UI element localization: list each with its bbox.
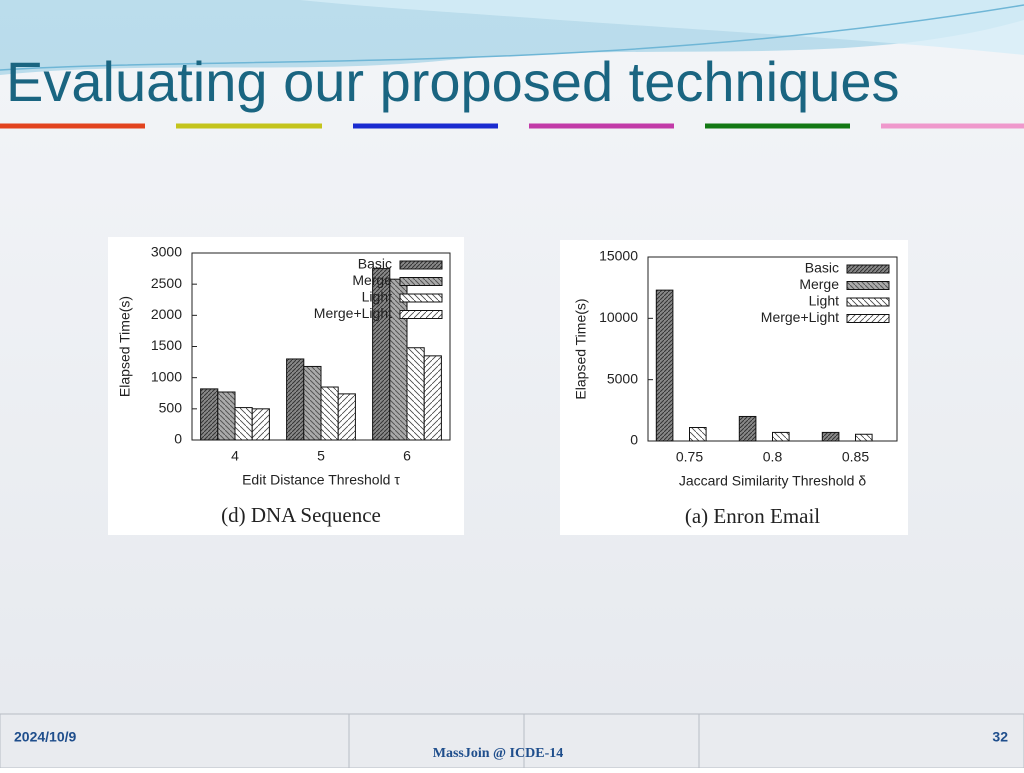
y-tick-label: 2500 bbox=[151, 275, 182, 291]
legend-swatch bbox=[846, 281, 890, 290]
legend-label: Light bbox=[809, 293, 839, 309]
y-axis-label: Elapsed Time(s) bbox=[117, 296, 133, 397]
bar bbox=[772, 431, 790, 442]
x-tick-label: 0.75 bbox=[676, 449, 703, 465]
legend-swatch bbox=[399, 310, 443, 319]
legend-label: Merge+Light bbox=[314, 305, 392, 321]
legend-label: Merge+Light bbox=[761, 309, 839, 325]
y-tick-label: 3000 bbox=[151, 244, 182, 260]
x-tick-label: 0.85 bbox=[842, 449, 869, 465]
bar bbox=[251, 408, 270, 441]
y-tick-label: 10000 bbox=[599, 309, 638, 325]
bar bbox=[738, 415, 757, 442]
y-axis-label: Elapsed Time(s) bbox=[573, 298, 589, 399]
bar bbox=[286, 358, 305, 441]
footer-date: 2024/10/9 bbox=[14, 729, 76, 745]
wave bbox=[300, 0, 1024, 55]
x-tick-label: 0.8 bbox=[763, 449, 783, 465]
x-tick-label: 4 bbox=[231, 448, 239, 464]
x-tick-label: 6 bbox=[403, 448, 411, 464]
legend-swatch bbox=[399, 293, 443, 303]
page-number: 32 bbox=[992, 729, 1008, 745]
bar bbox=[406, 347, 425, 441]
bar bbox=[423, 355, 442, 441]
x-axis-label: Edit Distance Threshold τ bbox=[242, 472, 400, 488]
slide-title: Evaluating our proposed techniques bbox=[6, 50, 900, 113]
chart-caption: (d) DNA Sequence bbox=[221, 503, 381, 527]
x-axis-label: Jaccard Similarity Threshold δ bbox=[679, 473, 866, 489]
y-tick-label: 15000 bbox=[599, 248, 638, 264]
legend-label: Merge bbox=[799, 276, 839, 292]
y-tick-label: 1000 bbox=[151, 368, 182, 384]
y-tick-label: 2000 bbox=[151, 306, 182, 322]
legend-swatch bbox=[399, 260, 443, 270]
legend-swatch bbox=[399, 277, 443, 286]
legend-label: Merge bbox=[352, 272, 392, 288]
bar bbox=[855, 433, 873, 442]
bar bbox=[234, 407, 253, 441]
bar bbox=[821, 431, 840, 442]
bar bbox=[389, 278, 408, 441]
legend-label: Light bbox=[362, 289, 392, 305]
x-tick-label: 5 bbox=[317, 448, 325, 464]
bar bbox=[320, 386, 339, 441]
y-tick-label: 0 bbox=[630, 432, 638, 448]
bar bbox=[303, 365, 322, 441]
legend-swatch bbox=[846, 297, 890, 307]
legend-label: Basic bbox=[805, 260, 839, 276]
bar bbox=[655, 289, 674, 442]
bar bbox=[200, 388, 219, 441]
wave-line bbox=[0, 4, 1024, 71]
chart-caption: (a) Enron Email bbox=[685, 504, 820, 528]
legend-label: Basic bbox=[358, 256, 392, 272]
bar bbox=[689, 427, 707, 442]
y-tick-label: 500 bbox=[159, 400, 183, 416]
bar bbox=[337, 393, 356, 441]
footer: 2024/10/9 MassJoin @ ICDE-14 32 bbox=[0, 713, 1024, 769]
y-tick-label: 1500 bbox=[151, 337, 182, 353]
y-tick-label: 5000 bbox=[607, 370, 638, 386]
bar bbox=[217, 391, 236, 441]
legend-swatch bbox=[846, 314, 890, 323]
footer-center: MassJoin @ ICDE-14 bbox=[433, 746, 563, 761]
legend-swatch bbox=[846, 264, 890, 274]
y-tick-label: 0 bbox=[174, 431, 182, 447]
